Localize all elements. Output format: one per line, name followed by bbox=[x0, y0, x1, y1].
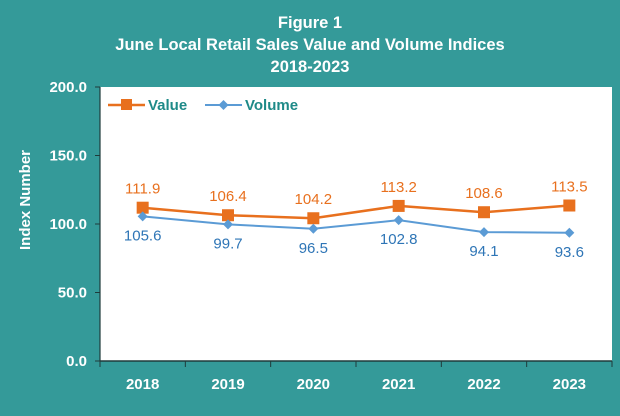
x-tick-label: 2021 bbox=[382, 376, 415, 393]
data-label-volume: 94.1 bbox=[469, 243, 498, 260]
data-point-volume bbox=[308, 223, 319, 234]
data-label-value: 113.5 bbox=[551, 179, 587, 196]
y-tick-label: 200.0 bbox=[49, 79, 87, 96]
series-line-volume bbox=[142, 215, 570, 234]
data-label-volume: 105.6 bbox=[124, 227, 162, 244]
legend-volume-marker bbox=[218, 100, 229, 110]
title-line-3: 2018-2023 bbox=[271, 58, 350, 76]
title-line-2: June Local Retail Sales Value and Volume… bbox=[115, 36, 504, 54]
data-label-volume: 102.8 bbox=[380, 231, 418, 248]
data-point-volume bbox=[393, 215, 404, 226]
legend-volume-label: Volume bbox=[245, 97, 298, 114]
data-point-value bbox=[392, 199, 405, 212]
y-tick-label: 100.0 bbox=[49, 216, 87, 233]
x-tick-label: 2019 bbox=[211, 376, 244, 393]
series-volume: 105.6 99.7 96.5 102.8 94.1 93.6 bbox=[124, 211, 584, 261]
legend-value-marker bbox=[121, 99, 132, 110]
legend: Value Volume bbox=[108, 97, 298, 114]
series-line-value bbox=[142, 204, 570, 220]
data-label-value: 104.2 bbox=[295, 191, 333, 208]
data-point-value bbox=[478, 206, 490, 219]
title-line-1: Figure 1 bbox=[278, 14, 342, 32]
series-group: 111.9 106.4 104.2 113.2 108.6 113.5 105.6 99.7 9… bbox=[124, 179, 588, 261]
data-point-volume bbox=[223, 219, 233, 230]
y-axis: 0.0 50.0 100.0 150.0 200.0 bbox=[49, 79, 101, 370]
data-point-volume bbox=[137, 211, 148, 222]
data-label-value: 113.2 bbox=[380, 179, 416, 196]
data-label-volume: 96.5 bbox=[299, 240, 328, 257]
data-point-value bbox=[222, 209, 234, 222]
data-label-value: 108.6 bbox=[465, 185, 503, 202]
data-point-volume bbox=[564, 227, 575, 238]
x-tick-label: 2022 bbox=[467, 376, 500, 393]
chart-title: Figure 1 June Local Retail Sales Value a… bbox=[115, 14, 504, 76]
data-point-value bbox=[307, 212, 320, 225]
legend-value-label: Value bbox=[148, 97, 187, 114]
y-tick-label: 50.0 bbox=[58, 285, 87, 302]
data-point-value bbox=[563, 199, 576, 212]
series-value: 111.9 106.4 104.2 113.2 108.6 113.5 bbox=[125, 179, 588, 225]
data-point-value bbox=[136, 201, 149, 214]
data-label-volume: 99.7 bbox=[213, 235, 242, 252]
y-axis-label: Index Number bbox=[17, 150, 34, 250]
x-tick-label: 2020 bbox=[297, 376, 330, 393]
x-tick-label: 2023 bbox=[553, 376, 586, 393]
data-label-value: 106.4 bbox=[209, 188, 247, 205]
y-tick-label: 0.0 bbox=[66, 353, 87, 370]
x-axis: 2018 2019 2020 2021 2022 2023 bbox=[99, 360, 613, 393]
data-label-volume: 93.6 bbox=[555, 244, 584, 261]
y-tick-label: 150.0 bbox=[49, 148, 87, 165]
x-tick-label: 2018 bbox=[126, 376, 159, 393]
data-point-volume bbox=[479, 227, 489, 238]
data-label-value: 111.9 bbox=[125, 181, 160, 198]
